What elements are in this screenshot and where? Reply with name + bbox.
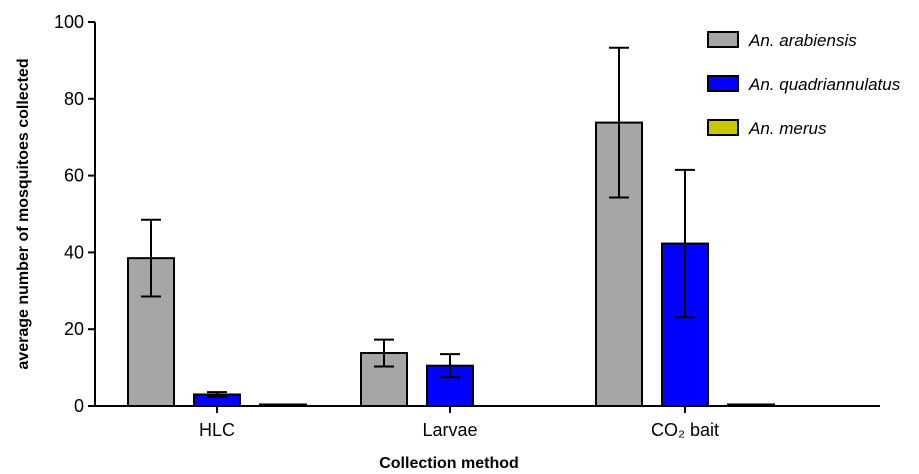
x-tick-label: Larvae (422, 420, 477, 440)
legend-label: An. arabiensis (748, 31, 857, 50)
y-tick-label: 20 (64, 319, 84, 339)
error-bars-group (141, 46, 695, 398)
x-ticks-group: HLC Larvae CO₂ bait (199, 406, 719, 440)
legend-swatch (707, 119, 739, 136)
axes-group (94, 22, 880, 407)
y-tick-label: 40 (64, 242, 84, 262)
x-axis-title: Collection method (379, 455, 519, 472)
y-tick-label: 0 (74, 396, 84, 416)
legend-label: An. quadriannulatus (748, 75, 901, 94)
y-tick-label: 80 (64, 89, 84, 109)
legend-swatch (707, 31, 739, 48)
legend-label: An. merus (748, 119, 827, 138)
y-ticks-group: 0 20 40 60 80 100 (54, 12, 95, 416)
x-tick-label: HLC (199, 420, 235, 440)
x-tick-label: CO₂ bait (651, 420, 719, 440)
y-tick-label: 100 (54, 12, 84, 32)
legend: An. arabiensis An. quadriannulatus An. mer… (707, 31, 901, 138)
y-axis-title: average number of mosquitoes collected (15, 58, 32, 369)
legend-swatch (707, 75, 739, 92)
y-tick-label: 60 (64, 166, 84, 186)
